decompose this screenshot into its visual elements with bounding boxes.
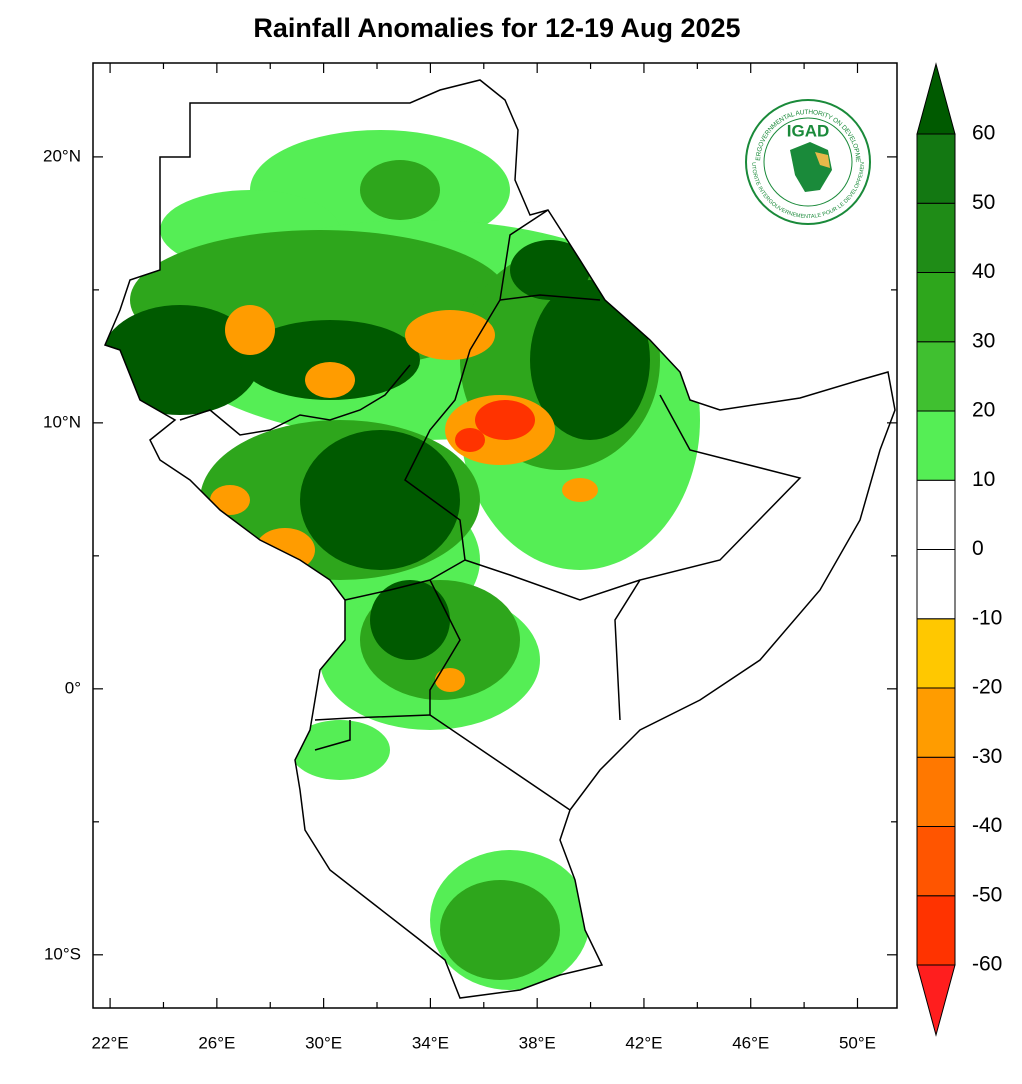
- colorbar-box: [916, 479, 956, 550]
- y-tick-label: 10°N: [43, 412, 81, 431]
- colorbar-label: 10: [972, 468, 995, 491]
- colorbar-box: [916, 618, 956, 689]
- map-title: Rainfall Anomalies for 12-19 Aug 2025: [253, 13, 740, 43]
- colorbar-label: -40: [972, 814, 1002, 837]
- x-tick-label: 22°E: [92, 1033, 129, 1052]
- colorbar: -60 -50 -40 -30 -20 -10 0 10 20 30 40 50 60: [916, 62, 1002, 1037]
- y-tick-label: 0°: [65, 678, 81, 697]
- logo-name: IGAD: [787, 121, 830, 140]
- colorbar-label: -30: [972, 745, 1002, 768]
- country-borders: [103, 79, 896, 999]
- map-frame: [92, 62, 898, 1009]
- axes: 22°E 26°E 30°E 34°E 38°E 42°E 46°E 50°E 20°N 10°N…: [43, 63, 897, 1052]
- colorbar-label: 40: [972, 260, 995, 283]
- colorbar-label: 0: [972, 537, 984, 560]
- colorbar-box: [916, 133, 956, 204]
- x-tick-label: 34°E: [412, 1033, 449, 1052]
- colorbar-label: 20: [972, 399, 995, 422]
- colorbar-extension: [916, 964, 956, 1037]
- colorbar-label: 30: [972, 329, 995, 352]
- colorbar-label: -60: [972, 953, 1002, 976]
- colorbar-box: [916, 410, 956, 481]
- y-tick-label: 10°S: [44, 944, 81, 963]
- colorbar-box: [916, 895, 956, 966]
- colorbar-label: -50: [972, 883, 1002, 906]
- rainfall-field: [105, 130, 700, 990]
- x-tick-label: 30°E: [305, 1033, 342, 1052]
- colorbar-label: 60: [972, 122, 995, 145]
- colorbar-box: [916, 687, 956, 758]
- x-tick-label: 42°E: [625, 1033, 662, 1052]
- x-tick-label: 46°E: [732, 1033, 769, 1052]
- colorbar-box: [916, 202, 956, 273]
- colorbar-box: [916, 756, 956, 827]
- x-tick-label: 50°E: [839, 1033, 876, 1052]
- colorbar-box: [916, 826, 956, 897]
- colorbar-box: [916, 272, 956, 343]
- colorbar-extension: [916, 62, 956, 135]
- x-tick-label: 38°E: [519, 1033, 556, 1052]
- y-tick-label: 20°N: [43, 146, 81, 165]
- colorbar-box: [916, 341, 956, 412]
- colorbar-box: [916, 549, 956, 620]
- colorbar-label: 50: [972, 191, 995, 214]
- map-area: [103, 79, 896, 999]
- colorbar-label: -20: [972, 676, 1002, 699]
- colorbar-label: -10: [972, 606, 1002, 629]
- x-tick-label: 26°E: [198, 1033, 235, 1052]
